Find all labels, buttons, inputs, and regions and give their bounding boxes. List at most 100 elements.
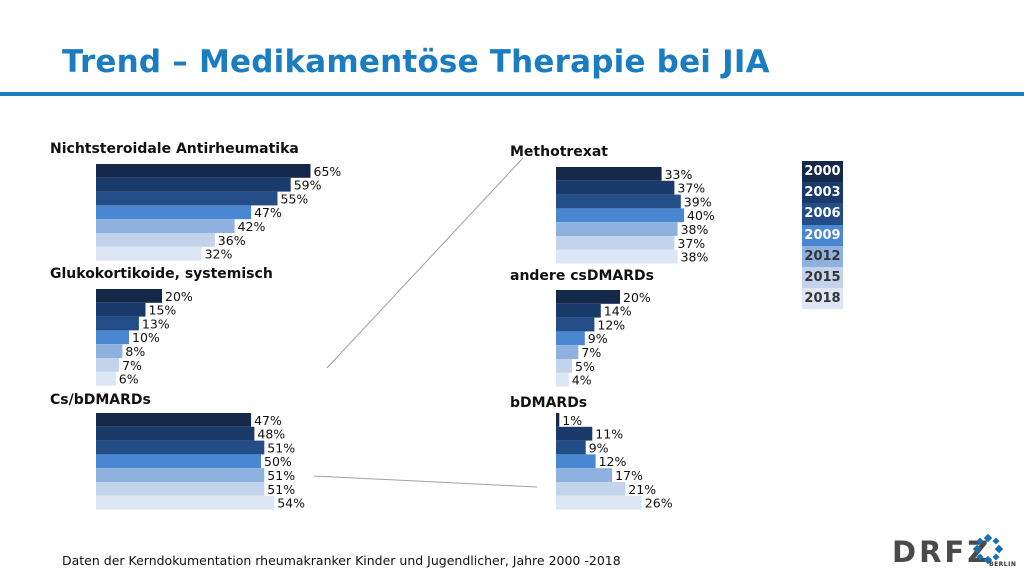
bar-2018	[556, 372, 569, 387]
drfz-logo: DRFZ BERLIN	[892, 533, 1016, 573]
bar-2018	[556, 495, 642, 510]
logo-text: DRFZ	[892, 535, 992, 569]
bar-2015	[556, 236, 675, 250]
data-label: 1%	[562, 413, 582, 428]
data-label: 33%	[665, 167, 693, 182]
data-label: 55%	[281, 191, 309, 206]
data-label: 7%	[581, 345, 601, 360]
bar-2000	[556, 167, 662, 181]
bar-2000	[556, 290, 620, 304]
data-label: 9%	[588, 331, 608, 346]
data-label: 17%	[615, 468, 643, 483]
footnote: Daten der Kerndokumentation rheumakranke…	[62, 553, 621, 568]
bar-2009	[556, 208, 684, 223]
data-label: 36%	[218, 233, 246, 248]
data-label: 48%	[257, 427, 285, 442]
chart-6: bDMARDs 1% 11%9%12%17%21%26%	[510, 395, 673, 511]
data-label: 50%	[264, 454, 292, 469]
bar-2000	[96, 413, 252, 427]
data-label: 51%	[267, 468, 295, 483]
connector-line-2	[313, 475, 538, 488]
chart-title: Glukokortikoide, systemisch	[50, 266, 273, 282]
connector-line-1	[326, 157, 524, 369]
drfz-logo-icon	[972, 533, 1004, 565]
title-divider	[0, 92, 1024, 96]
data-label: 14%	[604, 304, 632, 319]
chart-5: andere csDMARDs 20%14%12%9%7%5%4%	[510, 268, 654, 388]
bar-2000	[96, 164, 311, 178]
data-label: 47%	[254, 413, 282, 428]
bar-2015	[96, 358, 120, 372]
bar-2000	[556, 413, 560, 427]
legend-item-2018: 2018	[802, 288, 843, 310]
data-label: 4%	[572, 373, 592, 388]
bar-2018	[556, 249, 678, 264]
logo-subtext: BERLIN	[989, 561, 1017, 568]
data-label: 12%	[597, 317, 625, 332]
bar-2012	[96, 219, 235, 233]
data-label: 20%	[623, 290, 651, 305]
data-label: 65%	[314, 164, 342, 179]
data-label: 47%	[254, 205, 282, 220]
page-title: Trend – Medikamentöse Therapie bei JIA	[62, 44, 770, 80]
bar-2009	[556, 331, 585, 346]
chart-2: Glukokortikoide, systemisch 20%15%13%10%8…	[50, 266, 273, 387]
data-label: 37%	[677, 236, 705, 251]
bar-2006	[556, 194, 681, 209]
bar-2015	[556, 482, 626, 496]
bar-2012	[96, 468, 265, 482]
data-label: 38%	[681, 250, 709, 265]
chart-title: Methotrexat	[510, 144, 608, 160]
data-label: 5%	[575, 359, 595, 374]
bar-2015	[96, 233, 215, 247]
bar-2012	[556, 222, 678, 236]
data-label: 13%	[142, 316, 170, 331]
data-label: 51%	[267, 482, 295, 497]
bar-2012	[556, 345, 579, 359]
year-legend: 2000 2003 2006 2009 2012 2015 2018	[802, 161, 843, 310]
bar-2003	[556, 180, 675, 195]
data-label: 42%	[238, 219, 266, 234]
bar-2018	[96, 246, 202, 261]
bar-2009	[96, 454, 261, 469]
data-label: 15%	[149, 303, 177, 318]
chart-1: Nichtsteroidale Antirheumatika65%59%55%4…	[50, 141, 341, 262]
legend-item-2003: 2003	[802, 182, 843, 204]
bar-2015	[556, 359, 572, 373]
bar-2003	[556, 426, 593, 441]
bar-2018	[96, 495, 275, 510]
chart-title: bDMARDs	[510, 395, 587, 411]
data-label: 9%	[589, 440, 609, 455]
data-label: 20%	[165, 289, 193, 304]
bar-2006	[96, 191, 278, 206]
legend-item-2000: 2000	[802, 161, 843, 183]
bar-2009	[96, 205, 252, 220]
bar-2006	[96, 440, 265, 455]
bar-2003	[96, 302, 146, 317]
data-label: 40%	[687, 208, 715, 223]
legend-item-2015: 2015	[802, 266, 843, 289]
chart-title: Cs/bDMARDs	[50, 392, 151, 408]
data-label: 26%	[645, 496, 673, 511]
bar-2015	[96, 482, 265, 496]
data-label: 39%	[684, 194, 712, 209]
chart-title: Nichtsteroidale Antirheumatika	[50, 141, 299, 157]
legend-item-2012: 2012	[802, 245, 843, 267]
bar-2006	[556, 440, 586, 455]
data-label: 6%	[119, 372, 139, 387]
data-label: 12%	[599, 454, 627, 469]
data-label: 7%	[122, 358, 142, 373]
data-label: 51%	[267, 440, 295, 455]
data-label: 32%	[205, 247, 233, 262]
bar-2006	[96, 316, 139, 331]
data-label: 38%	[681, 222, 709, 237]
data-label: 11%	[595, 427, 623, 442]
bar-2009	[96, 330, 129, 345]
data-label: 8%	[125, 344, 145, 359]
bar-2003	[96, 426, 255, 441]
data-label: 10%	[132, 330, 160, 345]
bar-2003	[96, 177, 291, 192]
data-label: 21%	[628, 482, 656, 497]
